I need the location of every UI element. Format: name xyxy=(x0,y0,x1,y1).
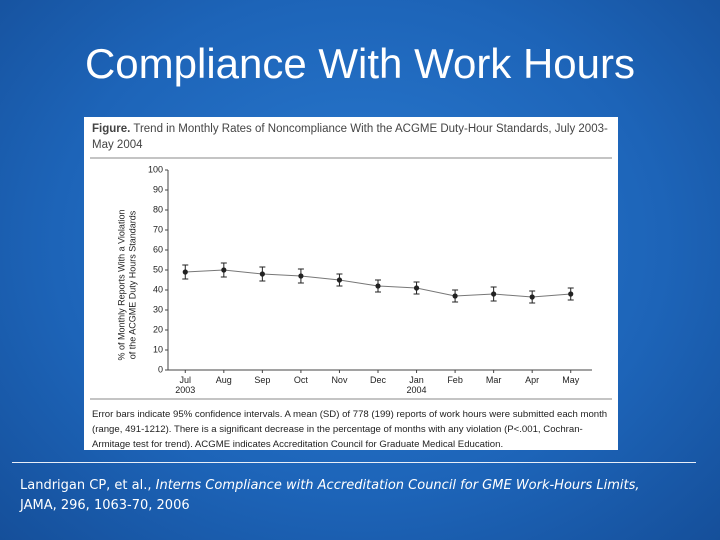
chart-title: Trend in Monthly Rates of Noncompliance … xyxy=(92,123,608,151)
x-tick-label: May xyxy=(562,375,580,385)
x-tick-label: Jul 2003 xyxy=(175,375,196,395)
data-point xyxy=(259,271,265,277)
x-tick-label: Feb xyxy=(447,375,463,385)
data-point xyxy=(413,285,420,291)
figure-label: Figure. xyxy=(92,123,131,135)
y-tick-label: 80 xyxy=(153,204,163,214)
y-tick-label: 70 xyxy=(153,224,163,234)
y-tick-label: 50 xyxy=(153,264,163,274)
x-tick-label: Nov xyxy=(331,375,348,385)
figure-title: Figure. Trend in Monthly Rates of Noncom… xyxy=(92,121,610,153)
data-point xyxy=(568,291,574,297)
y-tick-label: 10 xyxy=(153,344,163,354)
figure: Figure. Trend in Monthly Rates of Noncom… xyxy=(84,117,618,450)
citation: Landrigan CP, et al., Interns Compliance… xyxy=(20,476,710,516)
citation-source: JAMA, 296, 1063-70, 2006 xyxy=(20,498,190,513)
x-tick-label: Apr xyxy=(525,375,540,385)
data-point xyxy=(298,273,304,279)
x-tick-label: Oct xyxy=(293,375,308,385)
y-tick-label: 40 xyxy=(153,284,163,294)
divider xyxy=(12,462,696,463)
y-tick-label: 60 xyxy=(153,244,163,254)
x-tick-label: Mar xyxy=(485,375,502,385)
data-point xyxy=(452,293,458,299)
citation-title: Interns Compliance with Accreditation Co… xyxy=(155,478,640,493)
x-tick-label: Jan 2004 xyxy=(406,375,427,395)
data-point xyxy=(182,269,188,275)
y-tick-label: 30 xyxy=(153,304,163,314)
data-point xyxy=(529,294,535,300)
data-point xyxy=(491,291,497,297)
x-tick-label: Dec xyxy=(369,375,386,385)
caption: Error bars indicate 95% confidence inter… xyxy=(92,409,608,450)
y-label: % of Monthly Reports With a Violation xyxy=(116,210,126,361)
y-tick-label: 0 xyxy=(158,364,163,374)
data-point xyxy=(375,283,381,289)
data-point xyxy=(221,267,227,273)
chart: % of Monthly Reports With a Violation of… xyxy=(90,157,612,400)
y-label: of the ACGME Duty Hours Standards xyxy=(127,210,137,359)
data-point xyxy=(336,277,343,283)
y-tick-label: 20 xyxy=(153,324,163,334)
x-tick-label: Aug xyxy=(215,375,232,385)
x-tick-label: Sep xyxy=(254,375,271,385)
y-tick-label: 90 xyxy=(153,184,163,194)
slide-title: Compliance With Work Hours xyxy=(84,40,636,87)
citation-authors: Landrigan CP, et al., xyxy=(20,478,156,493)
y-tick-label: 100 xyxy=(148,164,163,174)
